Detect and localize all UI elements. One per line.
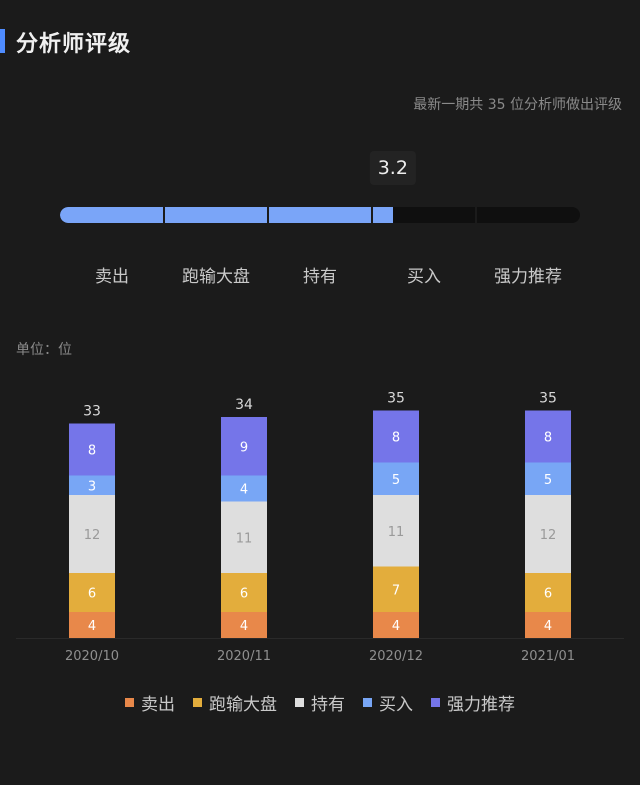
unit-label: 单位：位 (16, 342, 72, 358)
bar-segment (373, 612, 419, 638)
legend-label: 持有 (311, 695, 345, 715)
segment-value-label: 11 (236, 531, 253, 546)
segment-value-label: 4 (544, 619, 552, 634)
legend-swatch (431, 698, 440, 707)
segment-value-label: 4 (240, 483, 248, 498)
segment-value-label: 9 (240, 440, 248, 455)
segment-value-label: 12 (84, 528, 101, 543)
bar-segment (221, 612, 267, 638)
bar-segment (69, 423, 115, 476)
x-tick-label: 2021/01 (521, 649, 575, 664)
segment-value-label: 8 (544, 431, 552, 446)
rating-progress-track (60, 207, 580, 223)
bar-total-label: 35 (539, 391, 557, 407)
segment-value-label: 3 (88, 479, 96, 494)
segment-value-label: 6 (544, 587, 552, 602)
segment-value-label: 4 (88, 619, 96, 634)
rating-segment-divider (267, 207, 269, 223)
bar-total-label: 35 (387, 391, 405, 407)
legend-swatch (363, 698, 372, 707)
x-tick-label: 2020/10 (65, 649, 119, 664)
legend-item: 卖出 (125, 690, 175, 715)
legend-swatch (193, 698, 202, 707)
bar-segment (69, 475, 115, 495)
segment-value-label: 11 (388, 525, 405, 540)
bar-segment (373, 495, 419, 567)
bar-segment (525, 612, 571, 638)
segment-value-label: 12 (540, 528, 557, 543)
rating-segment-divider (163, 207, 165, 223)
bar-segment (69, 612, 115, 638)
bar-segment (525, 410, 571, 463)
bar-segment (221, 417, 267, 476)
legend-swatch (125, 698, 134, 707)
legend-item: 买入 (363, 690, 413, 715)
segment-value-label: 4 (240, 619, 248, 634)
rating-segment-divider (371, 207, 373, 223)
legend-label: 买入 (379, 695, 413, 715)
chart-legend: 卖出 跑输大盘 持有 买入 强力推荐 (0, 690, 640, 715)
bar-total-label: 33 (83, 404, 101, 420)
segment-value-label: 4 (392, 619, 400, 634)
segment-value-label: 5 (544, 473, 552, 488)
legend-item: 强力推荐 (431, 690, 515, 715)
bar-segment (221, 501, 267, 573)
bar-segment (69, 495, 115, 573)
bar-segment (373, 410, 419, 463)
legend-item: 跑输大盘 (193, 690, 277, 715)
bar-segment (221, 475, 267, 502)
bar-segment (525, 573, 571, 612)
bar-total-label: 34 (235, 397, 253, 413)
segment-value-label: 6 (240, 587, 248, 602)
bar-segment (525, 462, 571, 495)
rating-progress-fill (60, 207, 393, 223)
score-tooltip: 3.2 (369, 151, 416, 185)
legend-label: 强力推荐 (447, 695, 515, 715)
x-tick-label: 2020/12 (369, 649, 423, 664)
x-tick-label: 2020/11 (217, 649, 271, 664)
bar-segment (525, 495, 571, 573)
rating-label: 卖出 (95, 267, 129, 287)
legend-label: 卖出 (141, 695, 175, 715)
bar-segment (373, 566, 419, 612)
page-title: 分析师评级 (16, 32, 132, 57)
segment-value-label: 8 (392, 431, 400, 446)
rating-label: 强力推荐 (494, 267, 562, 287)
rating-label: 持有 (303, 267, 337, 287)
legend-label: 跑输大盘 (209, 695, 277, 715)
segment-value-label: 6 (88, 587, 96, 602)
rating-note: 最新一期共 35 位分析师做出评级 (413, 97, 622, 113)
title-accent-bar (0, 29, 5, 53)
rating-label: 买入 (407, 267, 441, 287)
bar-segment (221, 573, 267, 612)
legend-item: 持有 (295, 690, 345, 715)
rating-segment-divider (475, 207, 477, 223)
bar-segment (373, 462, 419, 495)
segment-value-label: 8 (88, 444, 96, 459)
segment-value-label: 5 (392, 473, 400, 488)
legend-swatch (295, 698, 304, 707)
stacked-bar-chart: 4 6 12 3 8 33 2020/10 4 6 11 4 9 34 2020/11 4 7 11 5 8 35 20… (16, 391, 624, 664)
rating-label: 跑输大盘 (182, 267, 250, 287)
bar-segment (69, 573, 115, 612)
segment-value-label: 7 (392, 583, 400, 598)
